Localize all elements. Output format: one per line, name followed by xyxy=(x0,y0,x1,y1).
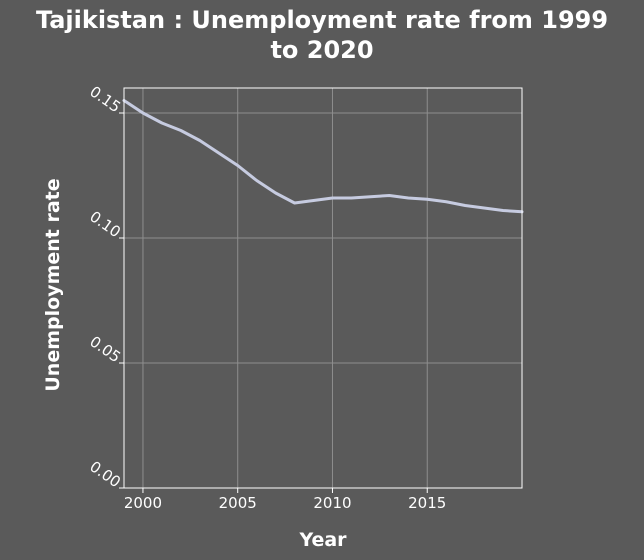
x-axis-title: Year xyxy=(298,529,347,551)
series-layer xyxy=(122,99,524,214)
x-tick-label-2015: 2015 xyxy=(408,494,446,512)
chart-title-line-1: Tajikistan : Unemployment rate from 1999 xyxy=(36,6,608,34)
y-axis-title: Unemployment rate xyxy=(42,178,64,391)
chart-title-line-2: to 2020 xyxy=(270,36,373,64)
x-tick-label-2005: 2005 xyxy=(219,494,257,512)
gridlines xyxy=(124,88,522,489)
x-tick-label-2010: 2010 xyxy=(313,494,351,512)
plot-frame xyxy=(123,87,523,489)
y-tick-label-0.00: 0.00 xyxy=(86,457,124,491)
y-tick-label-0.15: 0.15 xyxy=(86,82,124,116)
x-tick-label-2000: 2000 xyxy=(124,494,162,512)
tick-labels: 2000 2005 2010 2015 0.00 0.05 0.10 0.15 xyxy=(86,82,446,512)
series-line-0 xyxy=(122,99,524,214)
y-tick-label-0.10: 0.10 xyxy=(86,207,124,241)
y-tick-label-0.05: 0.05 xyxy=(86,332,124,366)
